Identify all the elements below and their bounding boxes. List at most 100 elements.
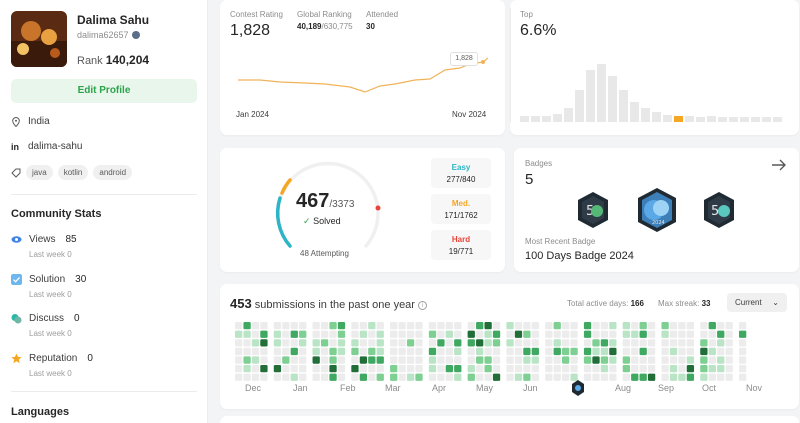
- heatmap-cell[interactable]: [492, 373, 501, 381]
- heatmap-cell[interactable]: [476, 347, 484, 356]
- heatmap-cell[interactable]: [329, 365, 337, 373]
- heatmap-cell[interactable]: [467, 347, 475, 356]
- heatmap-cell[interactable]: [553, 322, 561, 330]
- heatmap-cell[interactable]: [609, 373, 617, 381]
- heatmap-cell[interactable]: [484, 356, 492, 364]
- heatmap-cell[interactable]: [376, 356, 384, 364]
- heatmap-cell[interactable]: [609, 330, 617, 338]
- heatmap-cell[interactable]: [476, 356, 484, 364]
- heatmap-cell[interactable]: [260, 339, 268, 347]
- heatmap-cell[interactable]: [553, 339, 561, 347]
- heatmap-cell[interactable]: [260, 373, 268, 381]
- heatmap-cell[interactable]: [492, 347, 501, 356]
- heatmap-cell[interactable]: [454, 365, 462, 373]
- heatmap-cell[interactable]: [376, 339, 384, 347]
- heatmap-cell[interactable]: [251, 356, 260, 364]
- heatmap-cell[interactable]: [406, 347, 415, 356]
- heatmap-cell[interactable]: [514, 322, 523, 330]
- heatmap-cell[interactable]: [708, 347, 716, 356]
- heatmap-cell[interactable]: [738, 356, 747, 364]
- badge-icon[interactable]: [571, 380, 585, 396]
- heatmap-cell[interactable]: [531, 330, 539, 338]
- heatmap-cell[interactable]: [251, 330, 260, 338]
- heatmap-cell[interactable]: [570, 330, 578, 338]
- heatmap-cell[interactable]: [669, 347, 678, 356]
- heatmap-cell[interactable]: [290, 356, 298, 364]
- heatmap-cell[interactable]: [299, 330, 307, 338]
- heatmap-cell[interactable]: [359, 365, 368, 373]
- heatmap-cell[interactable]: [492, 322, 501, 330]
- heatmap-cell[interactable]: [390, 330, 398, 338]
- heatmap-cell[interactable]: [368, 365, 376, 373]
- heatmap-cell[interactable]: [398, 365, 406, 373]
- heatmap-cell[interactable]: [492, 339, 501, 347]
- heatmap-cell[interactable]: [260, 330, 268, 338]
- heatmap-cell[interactable]: [622, 356, 630, 364]
- heatmap-cell[interactable]: [445, 365, 453, 373]
- heatmap-cell[interactable]: [639, 365, 647, 373]
- heatmap-cell[interactable]: [545, 373, 553, 381]
- heatmap-cell[interactable]: [337, 347, 346, 356]
- heatmap-cell[interactable]: [631, 365, 639, 373]
- skill-tag[interactable]: android: [93, 165, 133, 180]
- heatmap-cell[interactable]: [299, 339, 307, 347]
- badge-icon[interactable]: 2024: [634, 186, 680, 234]
- heatmap-cell[interactable]: [661, 330, 669, 338]
- heatmap-cell[interactable]: [669, 322, 678, 330]
- heatmap-cell[interactable]: [725, 339, 733, 347]
- heatmap-cell[interactable]: [398, 347, 406, 356]
- heatmap-cell[interactable]: [531, 322, 539, 330]
- heatmap-cell[interactable]: [351, 356, 359, 364]
- linkedin-text[interactable]: dalima-sahu: [28, 141, 83, 152]
- heatmap-cell[interactable]: [523, 347, 531, 356]
- heatmap-cell[interactable]: [454, 330, 462, 338]
- heatmap-cell[interactable]: [600, 330, 609, 338]
- heatmap-cell[interactable]: [260, 322, 268, 330]
- heatmap-cell[interactable]: [708, 339, 716, 347]
- heatmap-cell[interactable]: [523, 373, 531, 381]
- badge-icon[interactable]: 5: [700, 190, 738, 230]
- heatmap-cell[interactable]: [299, 322, 307, 330]
- heatmap-cell[interactable]: [312, 373, 320, 381]
- heatmap-cell[interactable]: [523, 330, 531, 338]
- heatmap-cell[interactable]: [583, 347, 592, 356]
- heatmap-cell[interactable]: [476, 330, 484, 338]
- heatmap-cell[interactable]: [514, 347, 523, 356]
- heatmap-cell[interactable]: [583, 330, 592, 338]
- heatmap-cell[interactable]: [686, 373, 695, 381]
- heatmap-cell[interactable]: [467, 322, 475, 330]
- heatmap-cell[interactable]: [506, 356, 514, 364]
- heatmap-cell[interactable]: [320, 347, 329, 356]
- heatmap-cell[interactable]: [669, 330, 678, 338]
- heatmap-cell[interactable]: [700, 373, 708, 381]
- heatmap-cell[interactable]: [273, 330, 282, 338]
- heatmap-cell[interactable]: [506, 365, 514, 373]
- heatmap-cell[interactable]: [678, 365, 686, 373]
- heatmap-cell[interactable]: [514, 330, 523, 338]
- heatmap-cell[interactable]: [700, 365, 708, 373]
- heatmap-cell[interactable]: [506, 322, 514, 330]
- heatmap-cell[interactable]: [708, 322, 716, 330]
- heatmap-cell[interactable]: [545, 330, 553, 338]
- heatmap-cell[interactable]: [320, 339, 329, 347]
- heatmap-cell[interactable]: [738, 373, 747, 381]
- heatmap-cell[interactable]: [251, 365, 260, 373]
- heatmap-cell[interactable]: [415, 339, 423, 347]
- heatmap-cell[interactable]: [545, 356, 553, 364]
- heatmap-cell[interactable]: [390, 339, 398, 347]
- edit-profile-button[interactable]: Edit Profile: [11, 79, 197, 103]
- heatmap-cell[interactable]: [484, 347, 492, 356]
- heatmap-cell[interactable]: [622, 373, 630, 381]
- heatmap-cell[interactable]: [445, 322, 453, 330]
- heatmap-cell[interactable]: [600, 322, 609, 330]
- heatmap-cell[interactable]: [545, 347, 553, 356]
- heatmap-cell[interactable]: [553, 373, 561, 381]
- heatmap-cell[interactable]: [428, 356, 437, 364]
- heatmap-cell[interactable]: [738, 322, 747, 330]
- heatmap-cell[interactable]: [678, 347, 686, 356]
- heatmap-cell[interactable]: [406, 356, 415, 364]
- heatmap-cell[interactable]: [273, 356, 282, 364]
- heatmap-cell[interactable]: [376, 347, 384, 356]
- heatmap-cell[interactable]: [717, 347, 725, 356]
- heatmap-cell[interactable]: [337, 356, 346, 364]
